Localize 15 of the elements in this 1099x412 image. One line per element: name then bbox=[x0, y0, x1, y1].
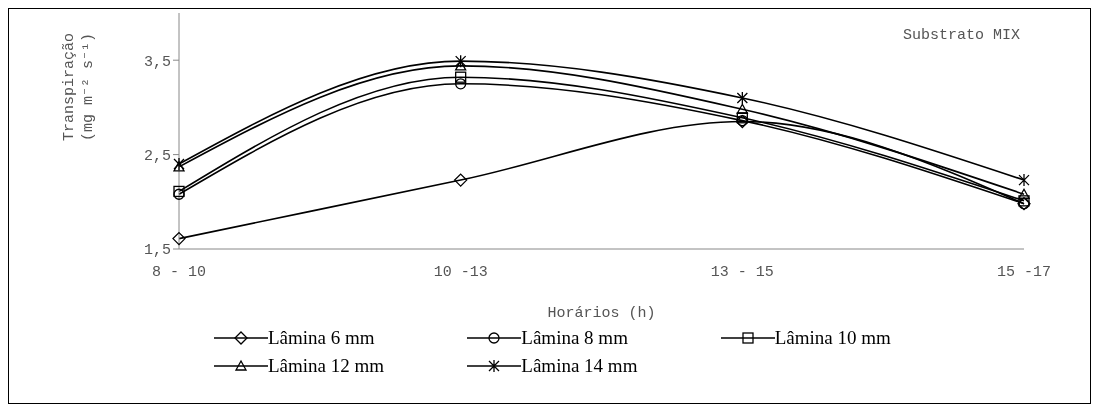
legend-label: Lâmina 10 mm bbox=[774, 327, 891, 349]
y-axis-title: Transpiração (mg m⁻² s⁻¹) bbox=[61, 31, 97, 144]
x-tick-label: 15 -17 bbox=[996, 263, 1052, 281]
y-tick-label: 2,5 bbox=[143, 147, 171, 165]
x-tick-label: 13 - 15 bbox=[710, 263, 774, 281]
legend-label: Lâmina 12 mm bbox=[268, 355, 385, 377]
legend-label: Lâmina 6 mm bbox=[268, 327, 375, 349]
y-tick-label: 1,5 bbox=[143, 242, 171, 260]
x-axis-title: Horários (h) bbox=[546, 305, 657, 322]
legend-label: Lâmina 14 mm bbox=[521, 355, 638, 377]
x-tick-label: 10 -13 bbox=[433, 263, 488, 281]
legend-label: Lâmina 8 mm bbox=[521, 327, 628, 349]
annotation: Substrato MIX bbox=[902, 27, 1020, 44]
y-tick-label: 3,5 bbox=[143, 53, 171, 71]
x-tick-label: 8 - 10 bbox=[151, 263, 207, 281]
